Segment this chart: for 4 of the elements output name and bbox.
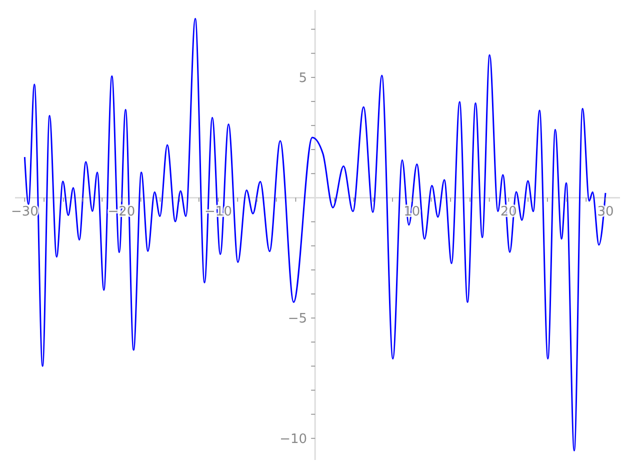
- x-tick-label: −30: [10, 204, 38, 220]
- y-tick-label: 5: [298, 70, 308, 86]
- y-tick-label: −5: [288, 312, 308, 327]
- y-tick-label: −10: [280, 432, 308, 447]
